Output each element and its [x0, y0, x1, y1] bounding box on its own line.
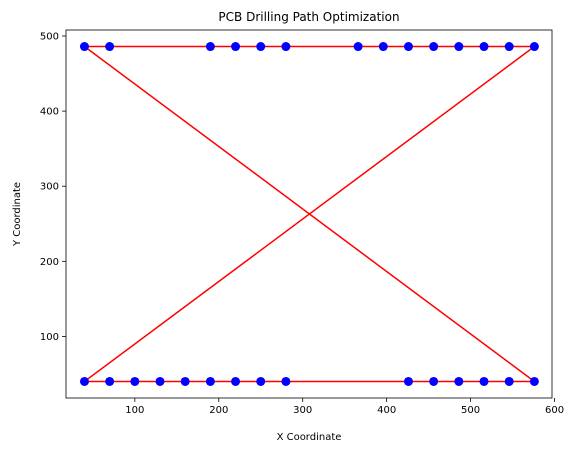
y-tick-label: 500: [40, 32, 59, 43]
path-segment: [83, 45, 536, 383]
drill-point: [281, 376, 291, 386]
drill-point: [281, 42, 291, 52]
drill-points: [79, 42, 539, 386]
drill-point: [180, 376, 190, 386]
y-tick-label: 100: [40, 332, 59, 343]
x-axis-ticks: 100 200 300 400 500 600: [125, 398, 564, 416]
drill-point: [529, 42, 539, 52]
drill-point: [79, 42, 89, 52]
drill-point: [429, 42, 439, 52]
x-tick-label: 100: [125, 405, 144, 416]
drill-point: [231, 376, 241, 386]
x-axis-label: X Coordinate: [277, 432, 342, 443]
drill-point: [479, 42, 489, 52]
drilling-path: [83, 45, 536, 383]
drill-point: [155, 376, 165, 386]
drill-point: [79, 376, 89, 386]
y-tick-label: 300: [40, 182, 59, 193]
drill-point: [256, 42, 266, 52]
drill-point: [353, 42, 363, 52]
drill-point: [429, 376, 439, 386]
drill-point: [231, 42, 241, 52]
y-axis-ticks: 100 200 300 400 500: [40, 32, 66, 343]
drill-point: [403, 376, 413, 386]
drill-point: [105, 42, 115, 52]
x-tick-label: 400: [377, 405, 396, 416]
drill-point: [529, 376, 539, 386]
y-tick-label: 200: [40, 257, 59, 268]
x-tick-label: 500: [461, 405, 480, 416]
drill-point: [205, 376, 215, 386]
x-tick-label: 600: [545, 405, 564, 416]
x-tick-label: 300: [293, 405, 312, 416]
drill-point: [378, 42, 388, 52]
drill-point: [105, 376, 115, 386]
x-tick-label: 200: [209, 405, 228, 416]
drill-point: [205, 42, 215, 52]
drill-point: [130, 376, 140, 386]
drill-point: [504, 376, 514, 386]
chart-title: PCB Drilling Path Optimization: [218, 10, 399, 24]
drill-point: [479, 376, 489, 386]
drill-point: [403, 42, 413, 52]
drill-point: [454, 376, 464, 386]
plot-frame: [65, 29, 553, 399]
y-axis-label: Y Coordinate: [12, 182, 23, 247]
drill-point: [256, 376, 266, 386]
drill-point: [504, 42, 514, 52]
y-tick-label: 400: [40, 107, 59, 118]
drill-point: [454, 42, 464, 52]
